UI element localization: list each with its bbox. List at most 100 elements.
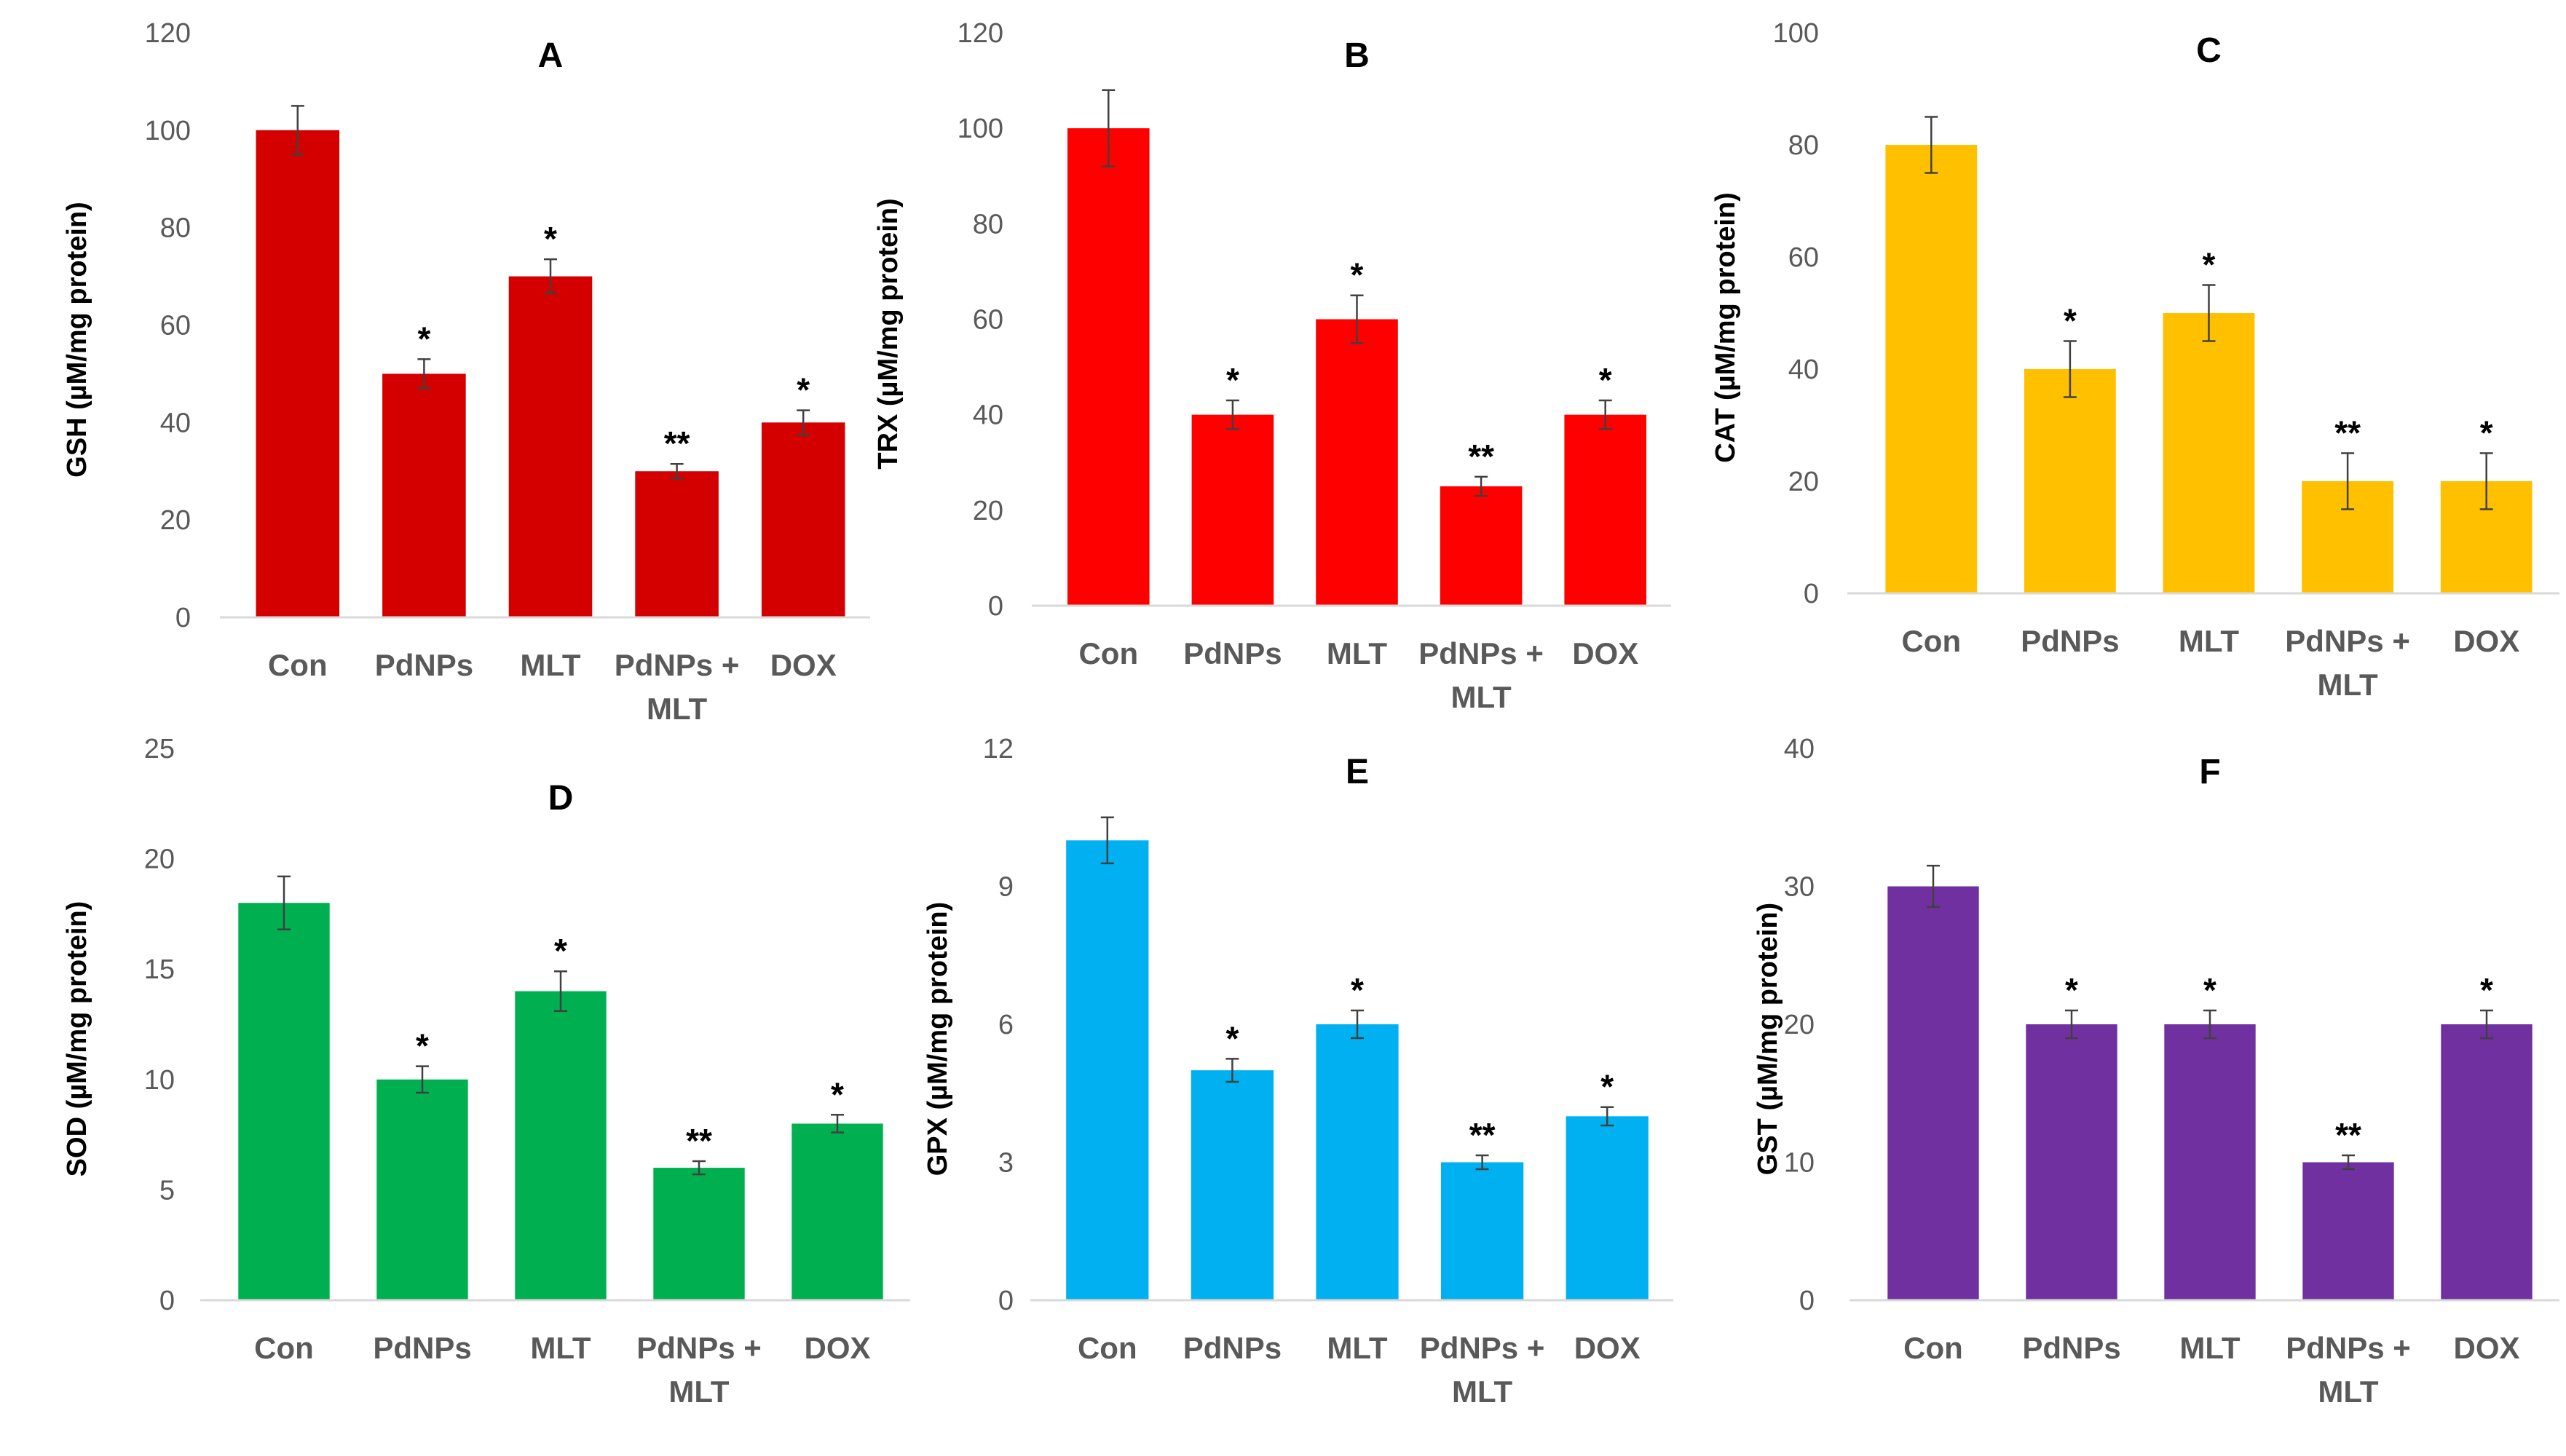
panel-c-significance-mark: * bbox=[2480, 414, 2493, 452]
panel-c-category-label: MLT bbox=[2318, 668, 2379, 702]
panel-d-category-label: MLT bbox=[668, 1374, 730, 1409]
panel-f-category-label: MLT bbox=[2318, 1374, 2379, 1409]
panel-e-bar bbox=[1316, 1024, 1399, 1300]
panel-e-ytick-label: 9 bbox=[998, 872, 1014, 903]
panel-b-ytick-label: 0 bbox=[988, 591, 1003, 622]
panel-b-bar bbox=[1564, 414, 1646, 606]
panel-b-ytick-label: 40 bbox=[973, 400, 1003, 431]
panel-a: 0 20 40 60 80 100 120 Con * PdNPs * MLT ** PdNPs + MLT… bbox=[62, 18, 870, 726]
panel-f-error-bar bbox=[2342, 1154, 2355, 1171]
panel-d-ytick-label: 10 bbox=[144, 1065, 175, 1096]
panel-d-bar bbox=[653, 1168, 745, 1300]
panel-d-category-label: PdNPs + bbox=[636, 1331, 762, 1365]
panel-c-category-label: MLT bbox=[2179, 624, 2240, 658]
panel-f-category-label: Con bbox=[1903, 1331, 1963, 1365]
panel-f-ytick-label: 30 bbox=[1784, 872, 1815, 903]
panel-d-category-label: DOX bbox=[804, 1331, 870, 1365]
panel-a-error-bar bbox=[544, 258, 557, 295]
panel-d-error-bar bbox=[692, 1160, 706, 1176]
panel-a-category-label: PdNPs bbox=[375, 648, 473, 682]
panel-a-error-bar bbox=[417, 358, 431, 389]
panel-a-error-bar bbox=[670, 462, 684, 480]
panel-f-category-label: MLT bbox=[2179, 1331, 2241, 1365]
panel-c-significance-mark: * bbox=[2203, 246, 2216, 284]
panel-d-ytick-label: 5 bbox=[159, 1175, 175, 1206]
panel-e-ytick-label: 6 bbox=[998, 1010, 1014, 1040]
panel-d-category-label: Con bbox=[254, 1331, 314, 1365]
panel-e-error-bar bbox=[1225, 1058, 1239, 1083]
panel-c-error-bar bbox=[1924, 116, 1938, 174]
panel-c-bar bbox=[2024, 369, 2116, 593]
panel-e-ytick-label: 0 bbox=[998, 1286, 1014, 1316]
panel-a-ytick-label: 20 bbox=[160, 505, 191, 536]
panel-d-ytick-label: 0 bbox=[159, 1286, 175, 1316]
panel-c-title: C bbox=[2196, 31, 2222, 70]
panel-c-ytick-label: 80 bbox=[1788, 130, 1819, 161]
panel-e-error-bar bbox=[1600, 1106, 1614, 1127]
panel-b-error-bar bbox=[1350, 294, 1364, 344]
panel-a-bar bbox=[508, 276, 593, 617]
panel-b-bar bbox=[1067, 128, 1150, 606]
panel-d-title: D bbox=[548, 779, 574, 818]
panel-d-ytick-label: 25 bbox=[144, 734, 175, 764]
panel-a-bar bbox=[256, 130, 340, 618]
panel-e-y-axis-label: GPX (µM/mg protein) bbox=[923, 902, 953, 1176]
panel-d-bar bbox=[238, 903, 330, 1300]
panel-c-error-bar bbox=[2202, 284, 2216, 342]
panel-a-category-label: MLT bbox=[520, 648, 581, 682]
panel-f-ytick-label: 0 bbox=[1799, 1286, 1815, 1316]
panel-b-ytick-label: 20 bbox=[973, 496, 1003, 526]
panel-a-error-bar bbox=[797, 409, 810, 436]
panel-d-error-bar bbox=[554, 970, 567, 1013]
panel-b-ytick-label: 80 bbox=[973, 209, 1003, 240]
panel-f-error-bar bbox=[2203, 1009, 2216, 1040]
panel-e-significance-mark: * bbox=[1600, 1068, 1614, 1106]
panel-c-category-label: Con bbox=[1901, 624, 1961, 658]
panel-f-significance-mark: ** bbox=[2335, 1116, 2361, 1154]
panel-d-bar bbox=[515, 991, 607, 1300]
panel-c-significance-mark: ** bbox=[2334, 414, 2361, 452]
panel-c-y-axis-label: CAT (µM/mg protein) bbox=[1710, 192, 1741, 463]
panel-f-error-bar bbox=[2065, 1009, 2078, 1040]
panel-c-error-bar bbox=[2063, 340, 2077, 398]
panel-e-significance-mark: * bbox=[1351, 971, 1364, 1009]
panel-f-category-label: DOX bbox=[2453, 1331, 2519, 1365]
panel-a-error-bar bbox=[291, 105, 304, 156]
panel-d-bar bbox=[376, 1079, 468, 1300]
panel-e-bar bbox=[1566, 1116, 1649, 1300]
panel-a-ytick-label: 40 bbox=[160, 408, 191, 438]
panel-e-significance-mark: * bbox=[1225, 1019, 1239, 1057]
panel-d-significance-mark: * bbox=[831, 1075, 844, 1113]
panel-f-bar bbox=[2164, 1024, 2256, 1300]
panel-c-category-label: PdNPs + bbox=[2285, 624, 2410, 658]
panel-e-bar bbox=[1191, 1070, 1274, 1300]
panel-f-ytick-label: 40 bbox=[1784, 734, 1815, 764]
panel-b-bar bbox=[1191, 414, 1274, 606]
panel-a-ytick-label: 60 bbox=[160, 311, 191, 341]
panel-f-error-bar bbox=[1927, 864, 1940, 909]
panel-e-ytick-label: 12 bbox=[983, 734, 1014, 764]
panel-d: 0 5 10 15 20 25 Con * PdNPs * MLT ** PdNPs + MLT * DOX D… bbox=[62, 734, 910, 1409]
panel-e-ytick-label: 3 bbox=[998, 1148, 1014, 1179]
panel-a-ytick-label: 0 bbox=[175, 603, 191, 633]
panel-d-category-label: MLT bbox=[530, 1331, 591, 1365]
panel-c-ytick-label: 100 bbox=[1773, 18, 1819, 49]
panel-c-ytick-label: 20 bbox=[1788, 467, 1819, 497]
panel-b-category-label: DOX bbox=[1572, 636, 1638, 670]
panel-d-error-bar bbox=[416, 1065, 429, 1094]
panel-b-ytick-label: 120 bbox=[958, 18, 1003, 49]
panel-d-ytick-label: 15 bbox=[144, 954, 175, 985]
panel-a-category-label: PdNPs + bbox=[615, 648, 740, 682]
panel-e-error-bar bbox=[1475, 1154, 1489, 1171]
panel-c-error-bar bbox=[2479, 452, 2493, 510]
panel-f-title: F bbox=[2199, 753, 2220, 791]
panel-f-error-bar bbox=[2480, 1009, 2493, 1040]
panel-c-category-label: PdNPs bbox=[2021, 624, 2119, 658]
panel-b-bar bbox=[1440, 486, 1523, 606]
panel-e-significance-mark: ** bbox=[1469, 1116, 1496, 1154]
panel-b-category-label: PdNPs + bbox=[1418, 636, 1544, 670]
panel-e-bar bbox=[1066, 840, 1149, 1300]
panel-c-ytick-label: 60 bbox=[1788, 242, 1819, 273]
panel-a-ytick-label: 100 bbox=[145, 116, 191, 146]
